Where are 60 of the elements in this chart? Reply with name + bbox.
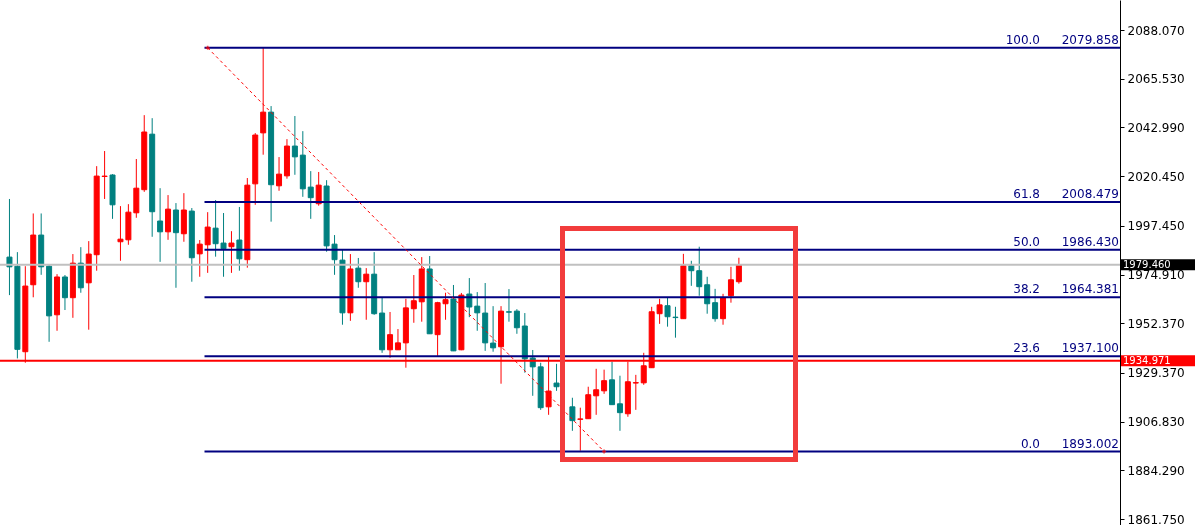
candlestick bbox=[704, 276, 711, 315]
candlestick bbox=[276, 156, 283, 192]
candlestick bbox=[696, 246, 703, 297]
candlestick bbox=[593, 368, 600, 416]
annotation: 38.2 bbox=[1013, 282, 1040, 297]
y-tick-label: 1929.370 bbox=[1127, 366, 1185, 381]
annotation: 61.8 bbox=[1013, 187, 1040, 202]
candlestick bbox=[505, 288, 512, 323]
y-tick-label: 2088.070 bbox=[1127, 23, 1185, 38]
candlestick bbox=[735, 257, 742, 285]
y-tick-label: 2020.450 bbox=[1127, 169, 1185, 184]
candlestick bbox=[601, 369, 608, 395]
y-tick-label: 1997.450 bbox=[1127, 219, 1185, 234]
candlestick bbox=[632, 374, 639, 411]
y-tick-label: 1906.830 bbox=[1127, 415, 1185, 430]
annotation: 50.0 bbox=[1013, 234, 1040, 249]
ref-line-label: 2079.858 bbox=[1061, 32, 1119, 47]
candlestick bbox=[363, 267, 370, 321]
candlestick bbox=[664, 297, 671, 328]
candlestick bbox=[355, 257, 362, 289]
candlestick bbox=[180, 192, 187, 243]
candlestick bbox=[490, 305, 497, 353]
candlestick bbox=[172, 202, 179, 289]
candlestick bbox=[712, 288, 719, 323]
annotation: 23.6 bbox=[1013, 341, 1040, 356]
y-tick-label: 1861.750 bbox=[1127, 512, 1185, 525]
y-tick-label: 2042.990 bbox=[1127, 120, 1185, 135]
y-tick-label: 1974.910 bbox=[1127, 268, 1185, 283]
candlestick bbox=[165, 194, 172, 241]
ref-line-label: 1986.430 bbox=[1061, 234, 1119, 249]
candlestick bbox=[291, 115, 298, 176]
candlestick bbox=[236, 206, 243, 272]
annotation: 0.0 bbox=[1020, 436, 1040, 451]
candlestick bbox=[474, 291, 481, 332]
ref-line-label: 1937.100 bbox=[1061, 341, 1119, 356]
candlestick bbox=[727, 266, 734, 304]
candlestick bbox=[204, 211, 211, 274]
candlestick bbox=[307, 170, 314, 220]
annotation: 100.0 bbox=[1005, 32, 1040, 47]
candlestick bbox=[410, 274, 417, 324]
candlestick bbox=[569, 397, 576, 432]
y-tick-label: 1952.370 bbox=[1127, 316, 1185, 331]
y-tick-label: 1884.290 bbox=[1127, 463, 1185, 478]
candlestick bbox=[196, 239, 203, 278]
y-tick-label: 2065.530 bbox=[1127, 72, 1185, 87]
candlestick bbox=[157, 187, 164, 263]
candlestick bbox=[553, 363, 560, 392]
candlestick bbox=[585, 386, 592, 420]
ref-line-label: 2008.479 bbox=[1061, 187, 1119, 202]
ref-line-label: 1979.460 bbox=[1123, 258, 1171, 270]
candlestick bbox=[228, 230, 235, 274]
ref-line-label: 1934.971 bbox=[1123, 354, 1171, 366]
candlestick bbox=[616, 375, 623, 432]
candlestick bbox=[466, 277, 473, 318]
candlestick bbox=[387, 311, 394, 359]
candlestick bbox=[720, 293, 727, 326]
ref-line-label: 1964.381 bbox=[1061, 282, 1119, 297]
ref-line-label: 1893.002 bbox=[1061, 436, 1119, 451]
candlestick bbox=[513, 308, 520, 335]
candlestick bbox=[61, 274, 68, 311]
